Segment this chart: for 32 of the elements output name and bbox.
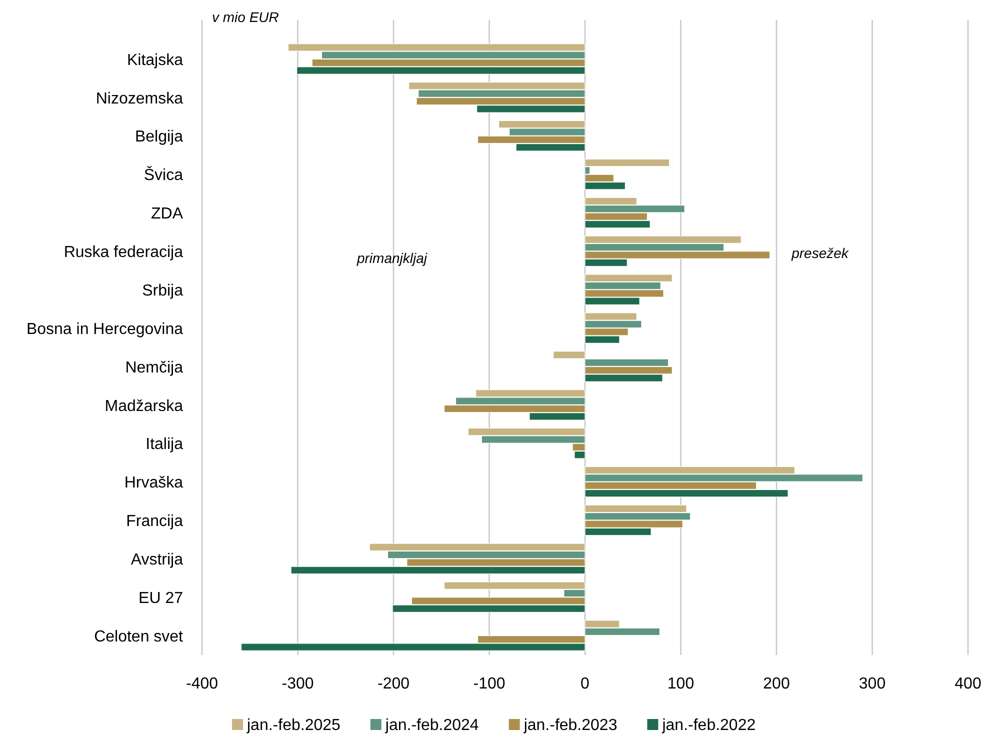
y-tick-label: Švica [144,166,184,184]
y-tick-label: Italija [146,436,184,454]
legend-label: jan.-feb.2024 [384,717,479,734]
x-tick-label: 200 [763,675,790,692]
y-tick-label: Celoten svet [94,628,184,646]
y-tick-label: Kitajska [126,52,184,69]
annotation: v mio EUR [212,9,279,25]
y-tick-label: Avstrija [130,552,184,569]
x-tick-label: -300 [282,675,314,692]
y-tick-label: Nemčija [125,359,184,376]
legend-label: jan.-feb.2025 [246,717,341,734]
x-tick-label: -100 [473,675,506,692]
y-tick-label: Belgija [134,128,184,146]
y-tick-label: EU 27 [138,590,184,607]
y-tick-label: Ruska federacija [64,244,184,262]
y-tick-label: Bosna in Hercegovina [26,320,184,338]
x-tick-label: 300 [858,675,886,692]
legend-label: jan.-feb.2022 [661,717,756,734]
legend-label: jan.-feb.2023 [522,717,618,734]
x-tick-label: 0 [580,675,590,692]
annotation: primanjkljaj [356,250,428,266]
y-tick-label: Nizozemska [96,90,184,108]
y-tick-label: Srbija [142,282,184,300]
y-tick-label: Hrvaška [124,474,184,492]
x-tick-label: 400 [954,675,982,692]
annotation: presežek [790,245,850,261]
x-tick-label: -400 [186,675,218,692]
x-tick-label: 100 [667,675,694,692]
y-tick-label: ZDA [151,206,184,223]
y-tick-label: Madžarska [104,398,184,415]
x-tick-label: -200 [377,675,410,692]
y-tick-label: Francija [126,513,184,530]
